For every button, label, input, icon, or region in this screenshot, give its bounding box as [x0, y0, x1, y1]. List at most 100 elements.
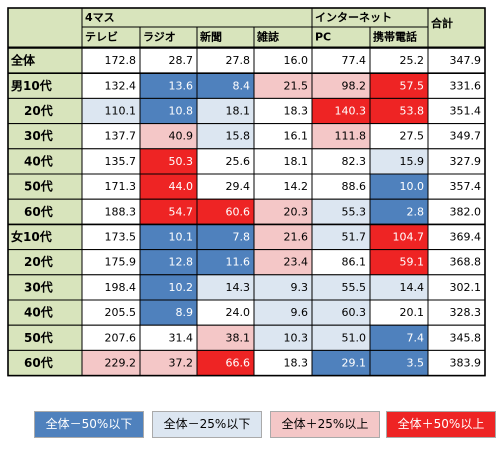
- data-cell: [253, 324, 313, 351]
- data-cell: [253, 274, 313, 301]
- row-header-cell: [7, 198, 83, 225]
- data-cell: [253, 198, 313, 225]
- data-value: 66.6: [226, 357, 251, 370]
- data-value: 77.4: [342, 54, 367, 67]
- data-value: 53.8: [400, 105, 425, 118]
- data-cell: [369, 249, 429, 276]
- data-value: 175.9: [105, 256, 137, 269]
- data-value: 13.6: [169, 79, 194, 92]
- total-value: 327.9: [450, 155, 482, 168]
- column-header-label: 新聞: [200, 30, 222, 44]
- data-cell: [369, 148, 429, 175]
- data-cell: [139, 299, 198, 326]
- data-value: 54.7: [169, 205, 194, 218]
- data-value: 10.2: [169, 281, 194, 294]
- data-value: 57.5: [400, 79, 425, 92]
- column-header-label: 携帯電話: [373, 30, 417, 44]
- data-value: 51.7: [342, 231, 367, 244]
- data-value: 25.2: [400, 54, 425, 67]
- data-value: 51.0: [342, 331, 367, 344]
- data-cell: [81, 148, 141, 175]
- data-value: 31.4: [169, 331, 194, 344]
- data-value: 27.8: [226, 54, 251, 67]
- data-value: 98.2: [342, 79, 367, 92]
- data-cell: [311, 198, 371, 225]
- data-cell: [369, 123, 429, 150]
- data-value: 25.6: [226, 155, 251, 168]
- data-cell: [253, 72, 313, 99]
- header-corner-cell: [7, 7, 83, 48]
- data-cell: [369, 198, 429, 225]
- total-value: 345.8: [450, 331, 482, 344]
- column-header-label: PC: [315, 31, 331, 44]
- group-header-label: 4マス: [85, 11, 115, 24]
- column-header-label: 雑誌: [256, 30, 279, 44]
- data-cell: [139, 324, 198, 351]
- data-value: 8.9: [176, 306, 194, 319]
- data-value: 12.8: [169, 256, 194, 269]
- row-label: 30代: [24, 128, 53, 143]
- data-cell: [369, 299, 429, 326]
- table-border: [7, 7, 486, 377]
- data-value: 60.6: [226, 205, 251, 218]
- data-value: 38.1: [226, 331, 251, 344]
- total-cell: [427, 274, 486, 301]
- data-cell: [311, 249, 371, 276]
- data-value: 137.7: [105, 130, 137, 143]
- data-cell: [139, 173, 198, 200]
- data-value: 14.4: [400, 281, 425, 294]
- row-header-cell: [7, 173, 83, 200]
- data-cell: [253, 123, 313, 150]
- data-cell: [139, 274, 198, 301]
- data-value: 37.2: [169, 357, 194, 370]
- data-value: 24.0: [226, 306, 251, 319]
- data-value: 229.2: [105, 357, 137, 370]
- data-value: 29.1: [342, 357, 367, 370]
- data-cell: [311, 97, 371, 125]
- data-cell: [81, 299, 141, 326]
- data-value: 173.5: [105, 231, 137, 244]
- row-label: 20代: [24, 103, 53, 118]
- data-cell: [311, 299, 371, 326]
- row-label: 50代: [24, 179, 53, 194]
- data-value: 28.7: [169, 54, 194, 67]
- data-value: 207.6: [105, 331, 137, 344]
- total-cell: [427, 324, 486, 351]
- total-value: 382.0: [450, 205, 482, 218]
- data-value: 86.1: [342, 256, 367, 269]
- data-value: 14.3: [226, 281, 251, 294]
- data-cell: [139, 198, 198, 225]
- column-header-label: ラジオ: [143, 31, 176, 44]
- data-value: 18.3: [284, 357, 309, 370]
- data-value: 2.8: [407, 205, 425, 218]
- data-value: 20.3: [284, 205, 309, 218]
- data-cell: [196, 123, 255, 150]
- total-value: 302.1: [450, 281, 482, 294]
- total-header-cell: [427, 7, 486, 48]
- data-value: 88.6: [342, 180, 367, 193]
- data-cell: [311, 349, 371, 377]
- data-cell: [139, 148, 198, 175]
- data-value: 29.4: [226, 180, 251, 193]
- data-value: 9.3: [291, 281, 309, 294]
- data-cell: [253, 173, 313, 200]
- data-value: 8.4: [233, 79, 251, 92]
- data-value: 10.8: [169, 105, 194, 118]
- row-header-cell: [7, 274, 83, 301]
- row-label: 女10代: [11, 229, 52, 244]
- data-value: 10.0: [400, 180, 425, 193]
- group-header-cell: [81, 7, 313, 28]
- data-value: 10.1: [169, 231, 194, 244]
- data-value: 40.9: [169, 130, 194, 143]
- total-value: 357.4: [450, 180, 482, 193]
- total-value: 351.4: [450, 105, 482, 118]
- data-cell: [311, 324, 371, 351]
- data-cell: [139, 249, 198, 276]
- data-cell: [369, 173, 429, 200]
- data-value: 7.8: [233, 231, 251, 244]
- total-value: 347.9: [450, 54, 482, 67]
- data-cell: [369, 47, 429, 74]
- data-cell: [81, 173, 141, 200]
- data-value: 104.7: [393, 231, 425, 244]
